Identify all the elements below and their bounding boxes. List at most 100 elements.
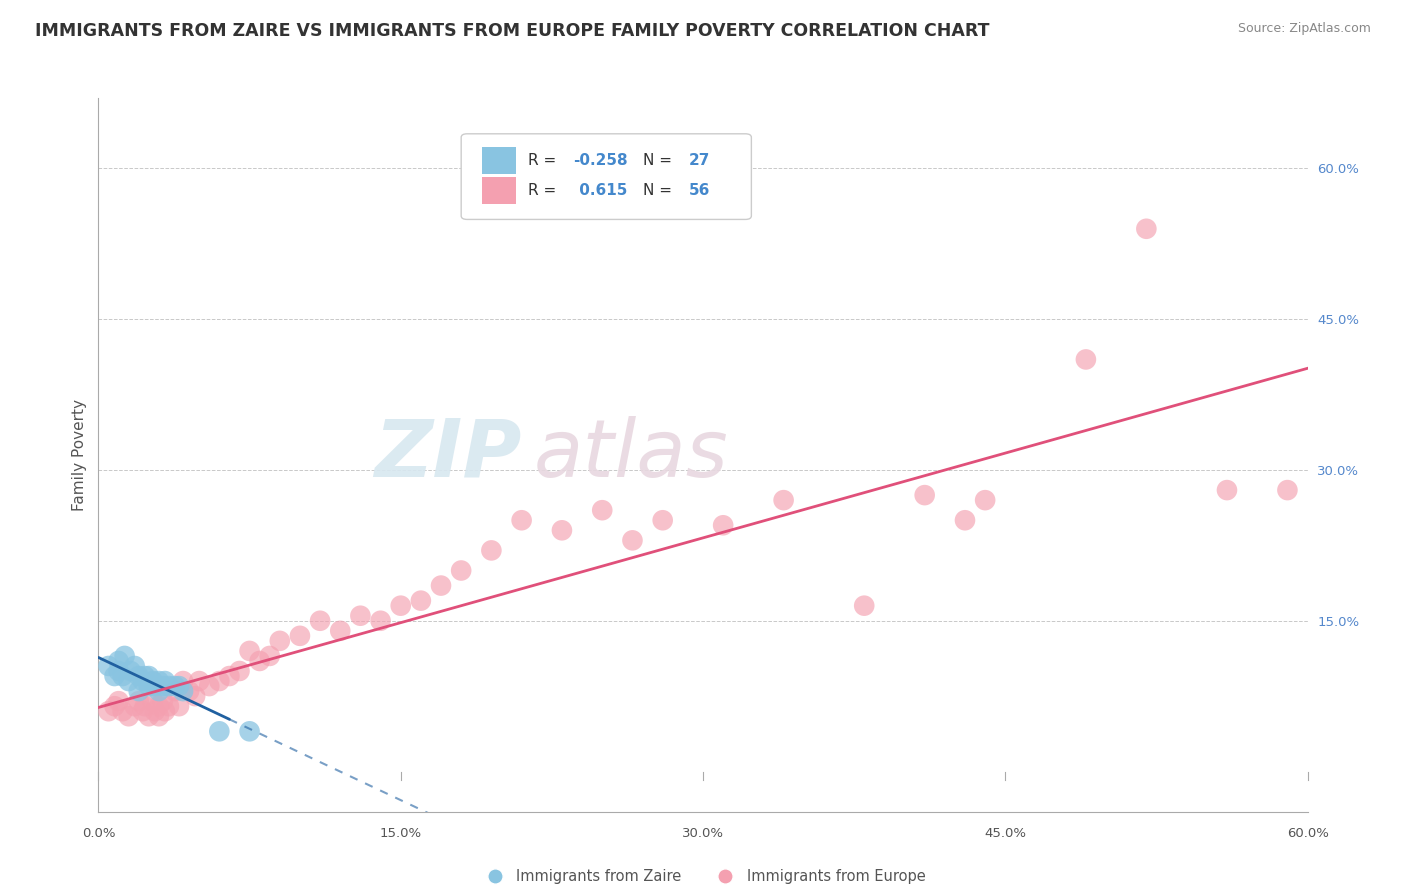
Point xyxy=(239,644,262,658)
Point xyxy=(711,518,734,533)
Point xyxy=(551,524,574,538)
Point xyxy=(142,694,165,708)
FancyBboxPatch shape xyxy=(482,147,516,175)
Point xyxy=(163,679,186,693)
Point xyxy=(1216,483,1239,497)
Point xyxy=(591,503,613,517)
Point xyxy=(143,704,166,718)
Point xyxy=(134,699,156,714)
Point xyxy=(208,674,231,689)
Point xyxy=(124,699,146,714)
Point xyxy=(208,724,231,739)
Point xyxy=(128,694,150,708)
Point xyxy=(138,709,160,723)
Point xyxy=(153,704,176,718)
Point xyxy=(157,679,180,693)
Point xyxy=(148,684,170,698)
Point xyxy=(450,564,472,578)
Y-axis label: Family Poverty: Family Poverty xyxy=(72,399,87,511)
Point xyxy=(107,664,129,678)
Text: 15.0%: 15.0% xyxy=(380,827,422,839)
Point xyxy=(198,679,221,693)
Point xyxy=(107,694,129,708)
Point xyxy=(510,513,533,527)
Point xyxy=(621,533,644,548)
Point xyxy=(772,493,794,508)
Point xyxy=(218,669,240,683)
Point xyxy=(651,513,673,527)
Legend: Immigrants from Zaire, Immigrants from Europe: Immigrants from Zaire, Immigrants from E… xyxy=(474,863,932,890)
Text: R =: R = xyxy=(527,184,561,198)
Point xyxy=(118,709,141,723)
Point xyxy=(172,684,194,698)
Point xyxy=(239,724,262,739)
Text: 30.0%: 30.0% xyxy=(682,827,724,839)
Point xyxy=(97,704,120,718)
Point xyxy=(152,679,174,693)
Point xyxy=(163,684,186,698)
Point xyxy=(114,648,136,663)
Text: atlas: atlas xyxy=(534,416,728,494)
Point xyxy=(288,629,311,643)
Point xyxy=(430,578,453,592)
Text: R =: R = xyxy=(527,153,561,169)
Point xyxy=(853,599,876,613)
Point xyxy=(370,614,392,628)
Point xyxy=(1277,483,1299,497)
Point xyxy=(128,669,150,683)
Point xyxy=(134,669,156,683)
FancyBboxPatch shape xyxy=(482,178,516,204)
Text: N =: N = xyxy=(643,184,676,198)
Point xyxy=(184,689,207,703)
Point xyxy=(974,493,997,508)
Point xyxy=(148,709,170,723)
Point xyxy=(148,674,170,689)
Point xyxy=(128,684,150,698)
Point xyxy=(111,704,134,718)
Point xyxy=(481,543,503,558)
Text: 27: 27 xyxy=(689,153,710,169)
Point xyxy=(953,513,976,527)
Point xyxy=(179,684,201,698)
Point xyxy=(132,704,155,718)
FancyBboxPatch shape xyxy=(461,134,751,219)
Point xyxy=(103,669,125,683)
Point xyxy=(124,659,146,673)
Point xyxy=(1074,352,1097,367)
Point xyxy=(269,633,291,648)
Point xyxy=(142,674,165,689)
Text: N =: N = xyxy=(643,153,676,169)
Point xyxy=(118,674,141,689)
Text: 60.0%: 60.0% xyxy=(1286,827,1329,839)
Point xyxy=(188,674,211,689)
Point xyxy=(167,699,190,714)
Point xyxy=(153,674,176,689)
Text: 45.0%: 45.0% xyxy=(984,827,1026,839)
Point xyxy=(120,664,142,678)
Text: ZIP: ZIP xyxy=(374,416,522,494)
Point xyxy=(97,659,120,673)
Text: 0.0%: 0.0% xyxy=(82,827,115,839)
Point xyxy=(249,654,271,668)
Text: -0.258: -0.258 xyxy=(574,153,628,169)
Point xyxy=(389,599,412,613)
Text: IMMIGRANTS FROM ZAIRE VS IMMIGRANTS FROM EUROPE FAMILY POVERTY CORRELATION CHART: IMMIGRANTS FROM ZAIRE VS IMMIGRANTS FROM… xyxy=(35,22,990,40)
Text: 56: 56 xyxy=(689,184,710,198)
Point xyxy=(138,669,160,683)
Point xyxy=(167,679,190,693)
Point xyxy=(349,608,371,623)
Point xyxy=(148,699,170,714)
Point xyxy=(172,674,194,689)
Point xyxy=(259,648,281,663)
Point xyxy=(138,679,160,693)
Text: 0.615: 0.615 xyxy=(574,184,627,198)
Point xyxy=(111,669,134,683)
Point xyxy=(228,664,250,678)
Point xyxy=(107,654,129,668)
Point xyxy=(309,614,332,628)
Point xyxy=(132,674,155,689)
Point xyxy=(409,593,432,607)
Point xyxy=(157,699,180,714)
Point xyxy=(103,699,125,714)
Point xyxy=(914,488,936,502)
